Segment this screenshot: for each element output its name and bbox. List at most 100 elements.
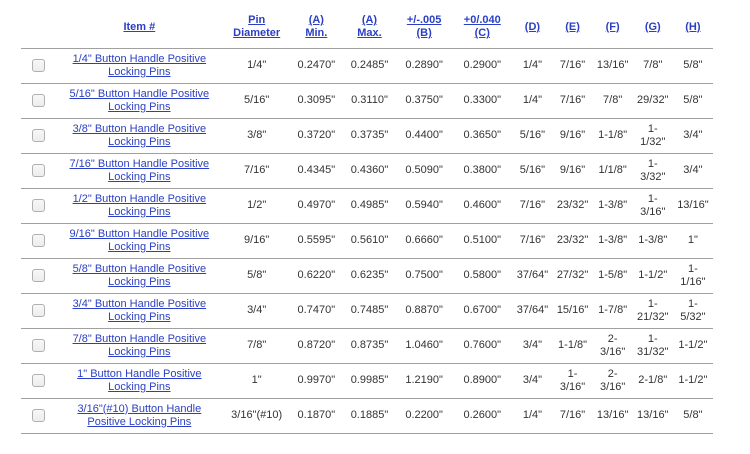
cell-d: 37/64" [512, 258, 553, 294]
cell-a_min: 0.3095" [289, 83, 343, 119]
cell-a_max: 0.7485" [342, 293, 397, 329]
cell-h: 1" [672, 223, 713, 259]
item-link[interactable]: 5/16" Button Handle Positive Locking Pin… [69, 87, 210, 113]
item-link[interactable]: 7/8" Button Handle Positive Locking Pins [72, 332, 207, 358]
cell-value: 1/4" [522, 59, 543, 71]
column-header-f: (F) [592, 9, 633, 49]
item-cell: 5/8" Button Handle Positive Locking Pins [55, 258, 224, 294]
cell-value: 7/16" [559, 59, 586, 71]
row-checkbox[interactable] [31, 338, 45, 352]
cell-f: 1-1/8" [592, 118, 633, 154]
cell-h: 5/8" [672, 83, 713, 119]
cell-h: 3/4" [672, 153, 713, 189]
cell-pin: 7/8" [223, 328, 290, 364]
cell-c: 0.3650" [452, 118, 513, 154]
item-link[interactable]: 3/4" Button Handle Positive Locking Pins [72, 297, 207, 323]
column-header-link-item[interactable]: Item # [123, 20, 156, 33]
item-link[interactable]: 1/2" Button Handle Positive Locking Pins [72, 192, 207, 218]
cell-value: 13/16" [677, 199, 709, 211]
cell-value: 1-1/32" [640, 122, 666, 148]
row-checkbox[interactable] [31, 268, 45, 282]
row-checkbox[interactable] [31, 233, 45, 247]
item-link[interactable]: 1" Button Handle Positive Locking Pins [77, 367, 202, 393]
column-header-link-h[interactable]: (H) [685, 20, 701, 33]
cell-value: 0.3110" [351, 94, 388, 106]
table-row: 7/8" Button Handle Positive Locking Pins… [21, 328, 713, 364]
cell-f: 13/16" [592, 398, 633, 434]
cell-value: 5/16" [519, 164, 546, 176]
column-header-link-b[interactable]: +/-.005 (B) [406, 14, 442, 40]
row-checkbox[interactable] [31, 58, 45, 72]
column-header-link-c[interactable]: +0/.040 (C) [463, 14, 501, 40]
cell-value: 23/32" [556, 199, 589, 211]
checkbox-cell [21, 328, 56, 364]
row-checkbox[interactable] [31, 128, 45, 142]
cell-g: 13/16" [632, 398, 673, 434]
cell-value: 1-7/8" [598, 304, 628, 316]
cell-c: 0.2600" [452, 398, 513, 434]
cell-value: 29/32" [637, 94, 669, 106]
cell-value: 3/4" [683, 129, 703, 141]
cell-pin: 3/8" [223, 118, 290, 154]
cell-value: 2-3/16" [599, 332, 626, 358]
item-link[interactable]: 3/8" Button Handle Positive Locking Pins [72, 122, 207, 148]
column-header-b: +/-.005 (B) [396, 9, 453, 49]
row-checkbox[interactable] [31, 408, 45, 422]
cell-value: 0.2900" [463, 59, 502, 71]
row-checkbox[interactable] [31, 373, 45, 387]
cell-value: 9/16" [244, 234, 270, 246]
item-link[interactable]: 7/16" Button Handle Positive Locking Pin… [69, 157, 210, 183]
column-header-link-f[interactable]: (F) [605, 20, 620, 33]
item-link[interactable]: 1/4" Button Handle Positive Locking Pins [72, 52, 207, 78]
cell-value: 0.4360" [350, 164, 389, 176]
cell-g: 2-1/8" [632, 363, 673, 399]
cell-e: 23/32" [552, 188, 593, 224]
cell-value: 1-1/8" [558, 339, 588, 351]
cell-c: 0.5800" [452, 258, 513, 294]
cell-value: 1-1/16" [680, 262, 706, 288]
cell-d: 7/16" [512, 223, 553, 259]
cell-b: 0.7500" [396, 258, 453, 294]
cell-f: 2-3/16" [592, 328, 633, 364]
cell-pin: 5/8" [223, 258, 290, 294]
column-header-link-g[interactable]: (G) [644, 20, 661, 33]
cell-a_min: 0.4970" [289, 188, 343, 224]
cell-d: 37/64" [512, 293, 553, 329]
cell-e: 7/16" [552, 48, 593, 84]
cell-value: 1-1/2" [638, 269, 668, 281]
cell-g: 1-3/8" [632, 223, 673, 259]
row-checkbox[interactable] [31, 198, 45, 212]
cell-value: 1" [687, 234, 698, 246]
cell-a_max: 0.8735" [342, 328, 397, 364]
cell-d: 1/4" [512, 398, 553, 434]
column-header-link-a_max[interactable]: (A) Max. [357, 14, 382, 40]
item-cell: 7/8" Button Handle Positive Locking Pins [55, 328, 224, 364]
cell-value: 1-3/16" [640, 192, 666, 218]
table-row: 3/4" Button Handle Positive Locking Pins… [21, 293, 713, 329]
item-link[interactable]: 5/8" Button Handle Positive Locking Pins [72, 262, 207, 288]
cell-a_max: 0.3735" [342, 118, 397, 154]
row-checkbox[interactable] [31, 303, 45, 317]
cell-d: 5/16" [512, 118, 553, 154]
column-header-link-d[interactable]: (D) [524, 20, 541, 33]
cell-value: 0.5610" [350, 234, 389, 246]
column-header-link-a_min[interactable]: (A) Min. [305, 14, 328, 40]
cell-value: 27/32" [556, 269, 589, 281]
cell-value: 13/16" [596, 59, 629, 71]
table-row: 7/16" Button Handle Positive Locking Pin… [21, 153, 713, 189]
cell-value: 1/4" [522, 409, 543, 421]
cell-value: 1/2" [247, 199, 267, 211]
row-checkbox[interactable] [31, 93, 45, 107]
cell-value: 0.3750" [405, 94, 443, 106]
column-header-link-pin[interactable]: Pin Diameter [233, 14, 281, 40]
cell-value: 1-3/8" [598, 199, 628, 211]
item-cell: 1" Button Handle Positive Locking Pins [55, 363, 224, 399]
item-link[interactable]: 3/16"(#10) Button Handle Positive Lockin… [77, 402, 202, 428]
item-link[interactable]: 9/16" Button Handle Positive Locking Pin… [69, 227, 210, 253]
cell-value: 1/4" [522, 94, 543, 106]
cell-value: 5/16" [519, 129, 546, 141]
column-header-link-e[interactable]: (E) [565, 20, 580, 33]
cell-d: 1/4" [512, 48, 553, 84]
row-checkbox[interactable] [31, 163, 45, 177]
cell-value: 13/16" [596, 409, 629, 421]
